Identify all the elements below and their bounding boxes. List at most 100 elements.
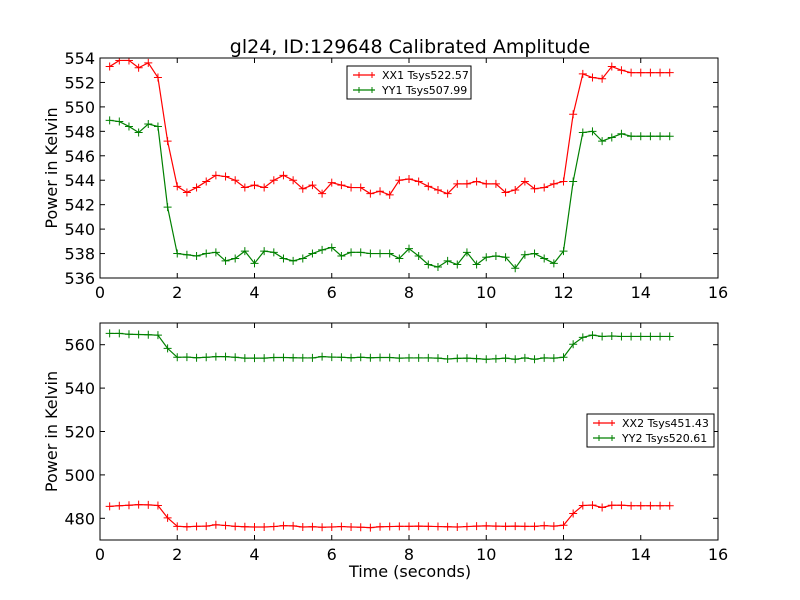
x-tick-label: 2 [172,283,182,302]
data-point [202,177,211,186]
data-point [182,188,191,197]
data-point [598,332,607,341]
data-point [462,354,471,363]
legend-marker [596,435,615,441]
x-tick-label: 4 [249,283,259,302]
legend-item: YY1 Tsys507.99 [353,84,467,97]
data-point [240,183,249,192]
x-tick-label: 10 [476,545,496,564]
data-point [269,353,278,362]
data-point [250,354,259,363]
data-point [433,522,442,531]
y-tick-label: 554 [64,49,95,68]
data-point [289,521,298,530]
data-point [540,183,549,192]
data-point [385,522,394,531]
data-point [105,502,114,511]
data-point [366,353,375,362]
data-point [462,522,471,531]
data-point [549,522,558,531]
data-point [665,68,674,77]
data-point [520,353,529,362]
data-point [530,249,539,258]
data-point [308,181,317,190]
data-point [211,520,220,529]
data-point [627,68,636,77]
data-point [405,353,413,362]
y-tick-label: 500 [64,466,95,485]
data-point [405,522,413,531]
data-point [656,132,665,141]
data-point [182,522,191,531]
x-tick-label: 6 [327,545,337,564]
data-point [530,355,539,364]
data-point [540,521,549,530]
data-point [433,186,442,194]
data-point [443,522,452,531]
data-point [424,182,433,191]
y-tick-label: 540 [64,220,95,239]
data-point [646,332,655,341]
data-point [636,132,645,141]
legend-label: YY2 Tsys520.61 [621,432,707,445]
data-point [491,354,500,363]
data-point [269,176,278,185]
data-point [395,354,404,363]
data-point [124,122,133,131]
data-point [607,332,616,341]
data-point [646,501,655,510]
data-point [424,260,433,269]
data-point [482,355,491,364]
data-point [501,354,510,363]
y-axis-label: Power in Kelvin [42,107,61,228]
top-panel: 0 2 4 6 8 10 12 14 16 536 538 540 542 544 546 548 550 552… [42,49,728,302]
data-point [337,522,346,531]
data-point [414,522,423,531]
data-point [588,331,597,340]
data-point [134,63,143,72]
data-point [308,249,317,258]
y-tick-label: 480 [64,509,95,528]
data-point [656,501,665,510]
data-point [578,69,587,78]
data-point [279,171,288,180]
data-point [530,522,539,531]
data-point [376,353,385,362]
data-point [443,355,452,364]
data-point [482,253,491,262]
legend: XX1 Tsys522.57 YY1 Tsys507.99 [346,65,472,100]
data-point [511,522,520,531]
data-point [627,501,636,510]
x-tick-label: 14 [631,545,651,564]
data-point [347,183,356,192]
legend-marker [596,420,615,426]
data-point [501,253,510,262]
legend-item: XX2 Tsys451.43 [593,417,709,430]
data-point [530,184,539,193]
data-point [501,188,510,197]
data-point [221,521,230,530]
data-point [173,522,182,531]
data-point [289,176,298,185]
data-point [433,263,442,271]
data-point [424,522,433,531]
data-point [433,354,442,363]
data-point [491,522,500,531]
data-point [482,521,491,530]
data-point [511,355,520,364]
data-point [192,522,201,531]
data-point [153,73,162,82]
data-point [385,353,394,362]
data-point [124,330,133,339]
data-point [250,181,259,190]
data-point [588,73,597,82]
data-point [376,522,385,531]
data-point [617,66,626,75]
data-point [202,353,211,362]
data-point [356,183,365,192]
data-point [269,248,278,257]
data-point [405,244,413,253]
data-point [240,247,249,256]
